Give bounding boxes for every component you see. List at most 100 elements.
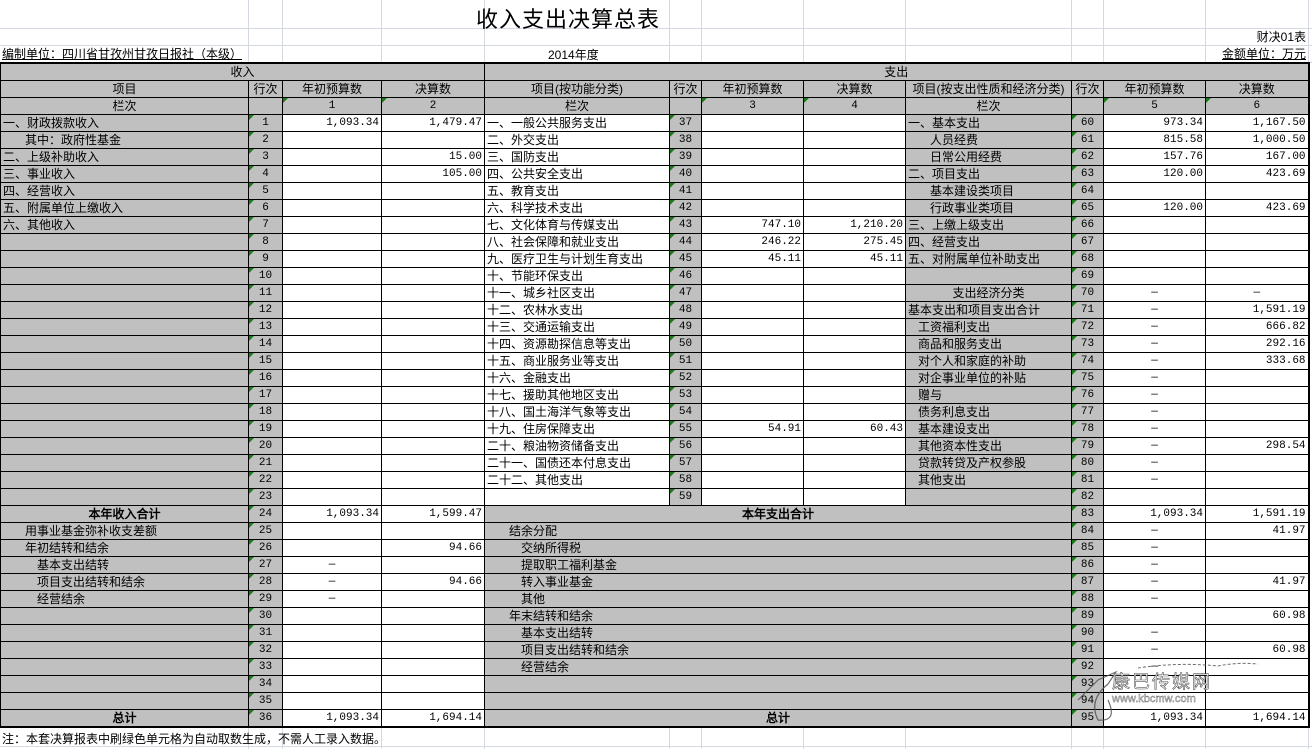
expense-economic-line-no[interactable]: 82: [1071, 488, 1105, 506]
income-final-value[interactable]: 1,479.47: [380, 114, 486, 132]
expense-function-label[interactable]: 二十二、其他支出: [484, 471, 671, 489]
expense-summary-label[interactable]: 经营结余: [484, 658, 1073, 676]
expense-summary-label[interactable]: 提取职工福利基金: [484, 556, 1073, 574]
expense-economic-line-no[interactable]: 79: [1071, 437, 1105, 455]
income-budget-value[interactable]: [282, 624, 382, 642]
income-budget-value[interactable]: 1,093.34: [282, 505, 382, 523]
income-line-no[interactable]: 24: [248, 505, 283, 523]
expense-economic-label[interactable]: 人员经费: [905, 131, 1073, 149]
income-line-no[interactable]: 30: [248, 607, 283, 625]
column-no-label[interactable]: 栏次: [0, 97, 249, 115]
expense-economic-final-value[interactable]: 41.97: [1205, 522, 1310, 540]
expense-function-label[interactable]: 十三、交通运输支出: [484, 318, 671, 336]
expense-economic-budget-value[interactable]: —: [1103, 624, 1207, 642]
expense-function-final-value[interactable]: [803, 386, 907, 404]
expense-function-label[interactable]: 十六、金融支出: [484, 369, 671, 387]
income-final-value[interactable]: [380, 641, 486, 659]
expense-economic-final-value[interactable]: 298.54: [1205, 437, 1310, 455]
income-item-label[interactable]: [0, 352, 249, 370]
expense-function-label[interactable]: 十、节能环保支出: [484, 267, 671, 285]
income-budget-value[interactable]: [282, 216, 382, 234]
expense-economic-line-no[interactable]: 92: [1071, 658, 1105, 676]
income-line-no[interactable]: 19: [248, 420, 283, 438]
income-line-no[interactable]: 25: [248, 522, 283, 540]
expense-function-final-value[interactable]: [803, 471, 907, 489]
expense-function-label[interactable]: 九、医疗卫生与计划生育支出: [484, 250, 671, 268]
expense-economic-line-no[interactable]: 89: [1071, 607, 1105, 625]
expense-function-final-value[interactable]: 45.11: [803, 250, 907, 268]
income-budget-value[interactable]: [282, 539, 382, 557]
expense-function-line-no[interactable]: 51: [669, 352, 703, 370]
income-item-label[interactable]: [0, 386, 249, 404]
expense-economic-final-value[interactable]: 1,694.14: [1205, 709, 1310, 728]
expense-function-budget-value[interactable]: [701, 352, 805, 370]
expense-economic-line-no[interactable]: 64: [1071, 182, 1105, 200]
expense-function-final-value[interactable]: 275.45: [803, 233, 907, 251]
income-line-no[interactable]: 12: [248, 301, 283, 319]
expense-function-line-no[interactable]: 47: [669, 284, 703, 302]
income-budget-value[interactable]: [282, 199, 382, 217]
income-item-label[interactable]: [0, 437, 249, 455]
expense-function-label[interactable]: 十四、资源勘探信息等支出: [484, 335, 671, 353]
expense-function-budget-value[interactable]: 246.22: [701, 233, 805, 251]
expense-function-budget-value[interactable]: [701, 488, 805, 506]
expense-economic-budget-value[interactable]: —: [1103, 573, 1207, 591]
expense-function-budget-value[interactable]: [701, 284, 805, 302]
expense-economic-final-value[interactable]: [1205, 471, 1310, 489]
income-line-no[interactable]: 15: [248, 352, 283, 370]
expense-economic-label[interactable]: 行政事业类项目: [905, 199, 1073, 217]
expense-function-budget-value[interactable]: [701, 199, 805, 217]
expense-summary-label[interactable]: 交纳所得税: [484, 539, 1073, 557]
expense-function-label[interactable]: 十一、城乡社区支出: [484, 284, 671, 302]
expense-function-final-value[interactable]: [803, 114, 907, 132]
expense-function-line-no[interactable]: 39: [669, 148, 703, 166]
income-item-label[interactable]: 总计: [0, 709, 249, 728]
income-final-value[interactable]: 1,694.14: [380, 709, 486, 728]
expense-function-label[interactable]: 三、国防支出: [484, 148, 671, 166]
income-item-label[interactable]: [0, 250, 249, 268]
income-item-label[interactable]: 其中：政府性基金: [0, 131, 249, 149]
expense-function-label[interactable]: 二、外交支出: [484, 131, 671, 149]
expense-function-budget-value[interactable]: 45.11: [701, 250, 805, 268]
expense-economic-line-no[interactable]: 72: [1071, 318, 1105, 336]
income-item-label[interactable]: [0, 454, 249, 472]
income-final-value[interactable]: [380, 284, 486, 302]
income-item-label[interactable]: [0, 641, 249, 659]
income-line-no[interactable]: 5: [248, 182, 283, 200]
expense-economic-line-no[interactable]: 71: [1071, 301, 1105, 319]
expense-function-final-value[interactable]: [803, 437, 907, 455]
expense-economic-final-value[interactable]: 41.97: [1205, 573, 1310, 591]
income-line-no[interactable]: 29: [248, 590, 283, 608]
expense-function-final-value[interactable]: [803, 403, 907, 421]
income-final-value[interactable]: [380, 420, 486, 438]
expense-economic-final-value[interactable]: 60.98: [1205, 641, 1310, 659]
expense-economic-budget-value[interactable]: —: [1103, 454, 1207, 472]
income-line-no[interactable]: 28: [248, 573, 283, 591]
income-item-label[interactable]: 本年收入合计: [0, 505, 249, 523]
income-final-value[interactable]: [380, 488, 486, 506]
income-final-value[interactable]: [380, 556, 486, 574]
expense-economic-label[interactable]: 其他支出: [905, 471, 1073, 489]
col-header-final[interactable]: 决算数: [803, 80, 907, 98]
expense-economic-final-value[interactable]: [1205, 250, 1310, 268]
income-final-value[interactable]: 94.66: [380, 539, 486, 557]
column-no-label[interactable]: 栏次: [905, 97, 1073, 115]
expense-economic-final-value[interactable]: 1,000.50: [1205, 131, 1310, 149]
expense-economic-budget-value[interactable]: —: [1103, 471, 1207, 489]
expense-function-label[interactable]: 一、一般公共服务支出: [484, 114, 671, 132]
column-no-6[interactable]: 6: [1205, 97, 1310, 115]
expense-economic-final-value[interactable]: [1205, 590, 1310, 608]
expense-economic-label[interactable]: 对企事业单位的补贴: [905, 369, 1073, 387]
column-no-cell[interactable]: [248, 97, 283, 115]
expense-function-line-no[interactable]: 40: [669, 165, 703, 183]
expense-economic-line-no[interactable]: 61: [1071, 131, 1105, 149]
expense-function-line-no[interactable]: 53: [669, 386, 703, 404]
expense-economic-budget-value[interactable]: —: [1103, 284, 1207, 302]
expense-economic-final-value[interactable]: [1205, 658, 1310, 676]
income-line-no[interactable]: 32: [248, 641, 283, 659]
expense-economic-line-no[interactable]: 70: [1071, 284, 1105, 302]
expense-function-budget-value[interactable]: [701, 403, 805, 421]
expense-summary-label[interactable]: [484, 692, 1073, 710]
expense-economic-label[interactable]: 债务利息支出: [905, 403, 1073, 421]
income-line-no[interactable]: 31: [248, 624, 283, 642]
